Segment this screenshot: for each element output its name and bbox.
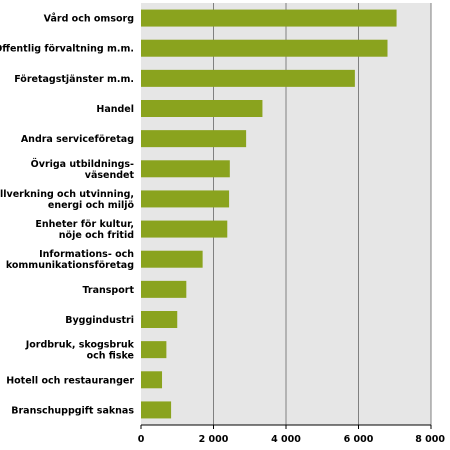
category-label: Handel	[96, 104, 134, 115]
x-tick-label: 0	[138, 434, 145, 445]
x-axis-ticks: 0 2 000 4 000 6 000 8 000	[138, 425, 445, 445]
category-label: Andra serviceföretag	[21, 134, 134, 145]
bar	[141, 250, 203, 268]
bar	[141, 160, 230, 178]
x-tick-label: 6 000	[344, 434, 374, 445]
category-label: Hotell och restauranger	[6, 375, 134, 386]
bar	[141, 130, 247, 148]
bar	[141, 100, 263, 117]
bar	[141, 371, 163, 389]
bar	[141, 69, 355, 87]
bar	[141, 401, 172, 419]
category-label: Byggindustri	[65, 315, 134, 326]
category-label: Branschuppgift saknas	[11, 405, 134, 416]
bar	[141, 341, 167, 359]
category-label: Offentlig förvaltning m.m.	[0, 44, 134, 55]
category-label: Enheter för kultur, nöje och fritid	[35, 219, 134, 241]
category-label: Vård och omsorg	[44, 14, 134, 25]
category-labels: Vård och omsorg Offentlig förvaltning m.m…	[0, 14, 135, 417]
category-label: Tillverkning och utvinning, energi och mi…	[0, 189, 134, 211]
x-tick-label: 8 000	[415, 434, 445, 445]
bar	[141, 39, 388, 57]
bar	[141, 190, 230, 208]
bar	[141, 9, 397, 27]
bar	[141, 220, 228, 238]
bar	[141, 280, 187, 298]
category-label: Företagstjänster m.m.	[14, 74, 134, 85]
category-label: Transport	[82, 285, 134, 296]
x-tick-label: 4 000	[271, 434, 301, 445]
x-tick-label: 2 000	[199, 434, 229, 445]
bars	[141, 9, 397, 419]
category-label: Jordbruk, skogsbruk och fiske	[25, 340, 135, 362]
category-label: Övriga utbildnings-väsendet	[31, 159, 135, 181]
bar	[141, 311, 178, 328]
category-label: Informations- och kommunikationsföretag	[6, 249, 134, 271]
